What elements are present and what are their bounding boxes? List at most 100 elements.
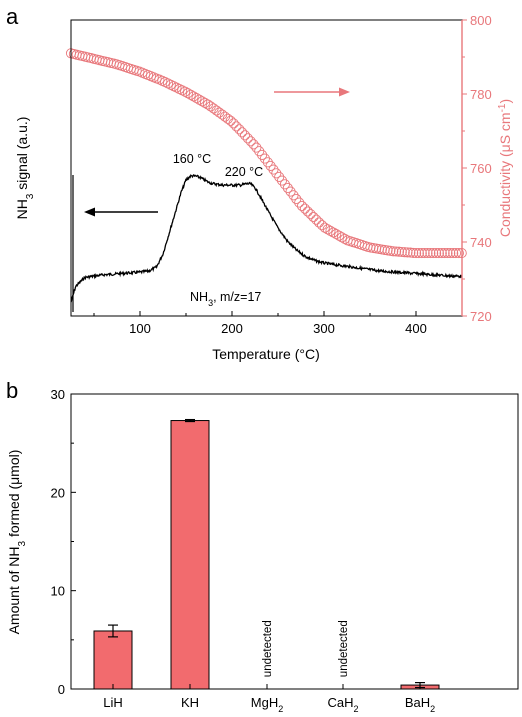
- conductivity-point: [311, 214, 322, 225]
- conductivity-point: [294, 197, 305, 208]
- conductivity-point: [388, 246, 399, 257]
- bar-lih: [93, 630, 133, 690]
- conductivity-point: [445, 248, 456, 259]
- conductivity-point: [428, 248, 439, 259]
- conductivity-point: [254, 146, 265, 157]
- conductivity-point: [425, 248, 436, 259]
- conductivity-point: [279, 179, 290, 190]
- panel-a-plot-area: [65, 48, 467, 312]
- panel-b-ylabel: Amount of NH3 formed (μmol): [6, 450, 28, 635]
- panel-b-xtick-label: KH: [181, 695, 199, 710]
- panel-b-xtick-label: BaH2: [405, 695, 435, 714]
- conductivity-point: [413, 248, 424, 259]
- conductivity-point: [239, 130, 251, 141]
- conductivity-point: [302, 206, 313, 217]
- conductivity-point: [314, 217, 325, 228]
- conductivity-point: [231, 121, 242, 132]
- conductivity-point: [197, 96, 208, 107]
- conductivity-point: [282, 182, 293, 194]
- conductivity-point: [419, 248, 430, 259]
- conductivity-point: [248, 139, 259, 150]
- conductivity-point: [334, 230, 345, 241]
- panel-a-axes: 100 200 300 400 720 740 760 780 800: [93, 13, 492, 336]
- panel-a-y2tick-label: 720: [470, 309, 492, 324]
- conductivity-point: [453, 248, 464, 259]
- panel-a-y2tick-label: 800: [470, 13, 492, 28]
- conductivity-point: [251, 142, 262, 153]
- conductivity-point: [431, 248, 442, 259]
- conductivity-point: [268, 164, 279, 175]
- conductivity-point: [450, 248, 462, 259]
- conductivity-point: [299, 203, 310, 214]
- conductivity-point: [257, 149, 268, 160]
- conductivity-point: [402, 247, 413, 258]
- nh3-signal-line: [70, 174, 463, 303]
- conductivity-point: [399, 247, 410, 258]
- annotation-160: 160 °C: [173, 152, 211, 166]
- panel-a-xtick-label: 100: [129, 321, 151, 336]
- conductivity-point: [259, 153, 270, 164]
- conductivity-point: [411, 248, 422, 259]
- conductivity-point: [391, 246, 402, 257]
- panel-b-xtick-label: CaH2: [327, 695, 358, 714]
- panel-b-label: b: [6, 378, 18, 403]
- panel-a-label: a: [6, 4, 19, 29]
- conductivity-point: [185, 89, 196, 100]
- panel-a-y2tick-label: 740: [470, 235, 492, 250]
- bar-kh: [170, 420, 210, 690]
- panel-b-ytick-label: 0: [58, 682, 65, 697]
- conductivity-point: [439, 248, 450, 259]
- conductivity-point: [288, 190, 299, 201]
- conductivity-point: [262, 157, 273, 168]
- conductivity-point: [191, 93, 202, 104]
- undetected-label: undetected: [262, 620, 274, 677]
- conductivity-point: [234, 124, 245, 135]
- conductivity-point: [296, 200, 308, 212]
- conductivity-point: [416, 248, 427, 259]
- undetected-label: undetected: [338, 620, 350, 677]
- panel-a-ylabel-left: NH3 signal (a.u.): [14, 117, 36, 220]
- conductivity-point: [237, 127, 248, 138]
- conductivity-point: [408, 247, 419, 258]
- conductivity-point: [271, 168, 282, 179]
- panel-b-xtick-label: LiH: [103, 695, 123, 710]
- conductivity-point: [265, 160, 276, 171]
- conductivity-point: [285, 186, 296, 197]
- panel-a-xtick-label: 200: [221, 321, 243, 336]
- annotation-220: 220 °C: [225, 165, 263, 179]
- conductivity-point: [225, 115, 236, 126]
- conductivity-point: [328, 227, 339, 238]
- conductivity-point: [433, 248, 444, 259]
- conductivity-point: [242, 133, 253, 144]
- panel-a-y2tick-label: 780: [470, 87, 492, 102]
- conductivity-point: [393, 246, 405, 257]
- panel-b-ytick-label: 20: [51, 485, 65, 500]
- conductivity-point: [396, 246, 407, 258]
- panel-a-xtick-label: 300: [313, 321, 335, 336]
- right-arrow: [274, 87, 350, 97]
- panel-b-plot-area: undetected undetected: [93, 418, 440, 690]
- conductivity-point: [291, 193, 302, 205]
- conductivity-point: [276, 175, 288, 186]
- conductivity-point: [188, 91, 199, 102]
- conductivity-point: [305, 209, 316, 220]
- conductivity-point: [322, 224, 333, 235]
- conductivity-point: [308, 211, 319, 223]
- left-arrow: [84, 207, 158, 217]
- panel-b-ytick-label: 30: [51, 387, 65, 402]
- panel-b-xtick-label: MgH2: [251, 695, 283, 714]
- panel-b-ytick-label: 10: [51, 584, 65, 599]
- conductivity-point: [202, 99, 213, 110]
- panel-a-xtick-label: 400: [405, 321, 427, 336]
- conductivity-point: [405, 247, 416, 258]
- panel-a-xlabel: Temperature (°C): [212, 346, 320, 362]
- panel-b-frame: [70, 393, 519, 690]
- conductivity-point: [436, 248, 447, 259]
- conductivity-point: [274, 171, 285, 182]
- conductivity-point: [422, 248, 433, 259]
- conductivity-point: [245, 136, 256, 147]
- conductivity-point: [448, 248, 459, 259]
- conductivity-point: [228, 118, 239, 129]
- panel-a-y2tick-label: 760: [470, 161, 492, 176]
